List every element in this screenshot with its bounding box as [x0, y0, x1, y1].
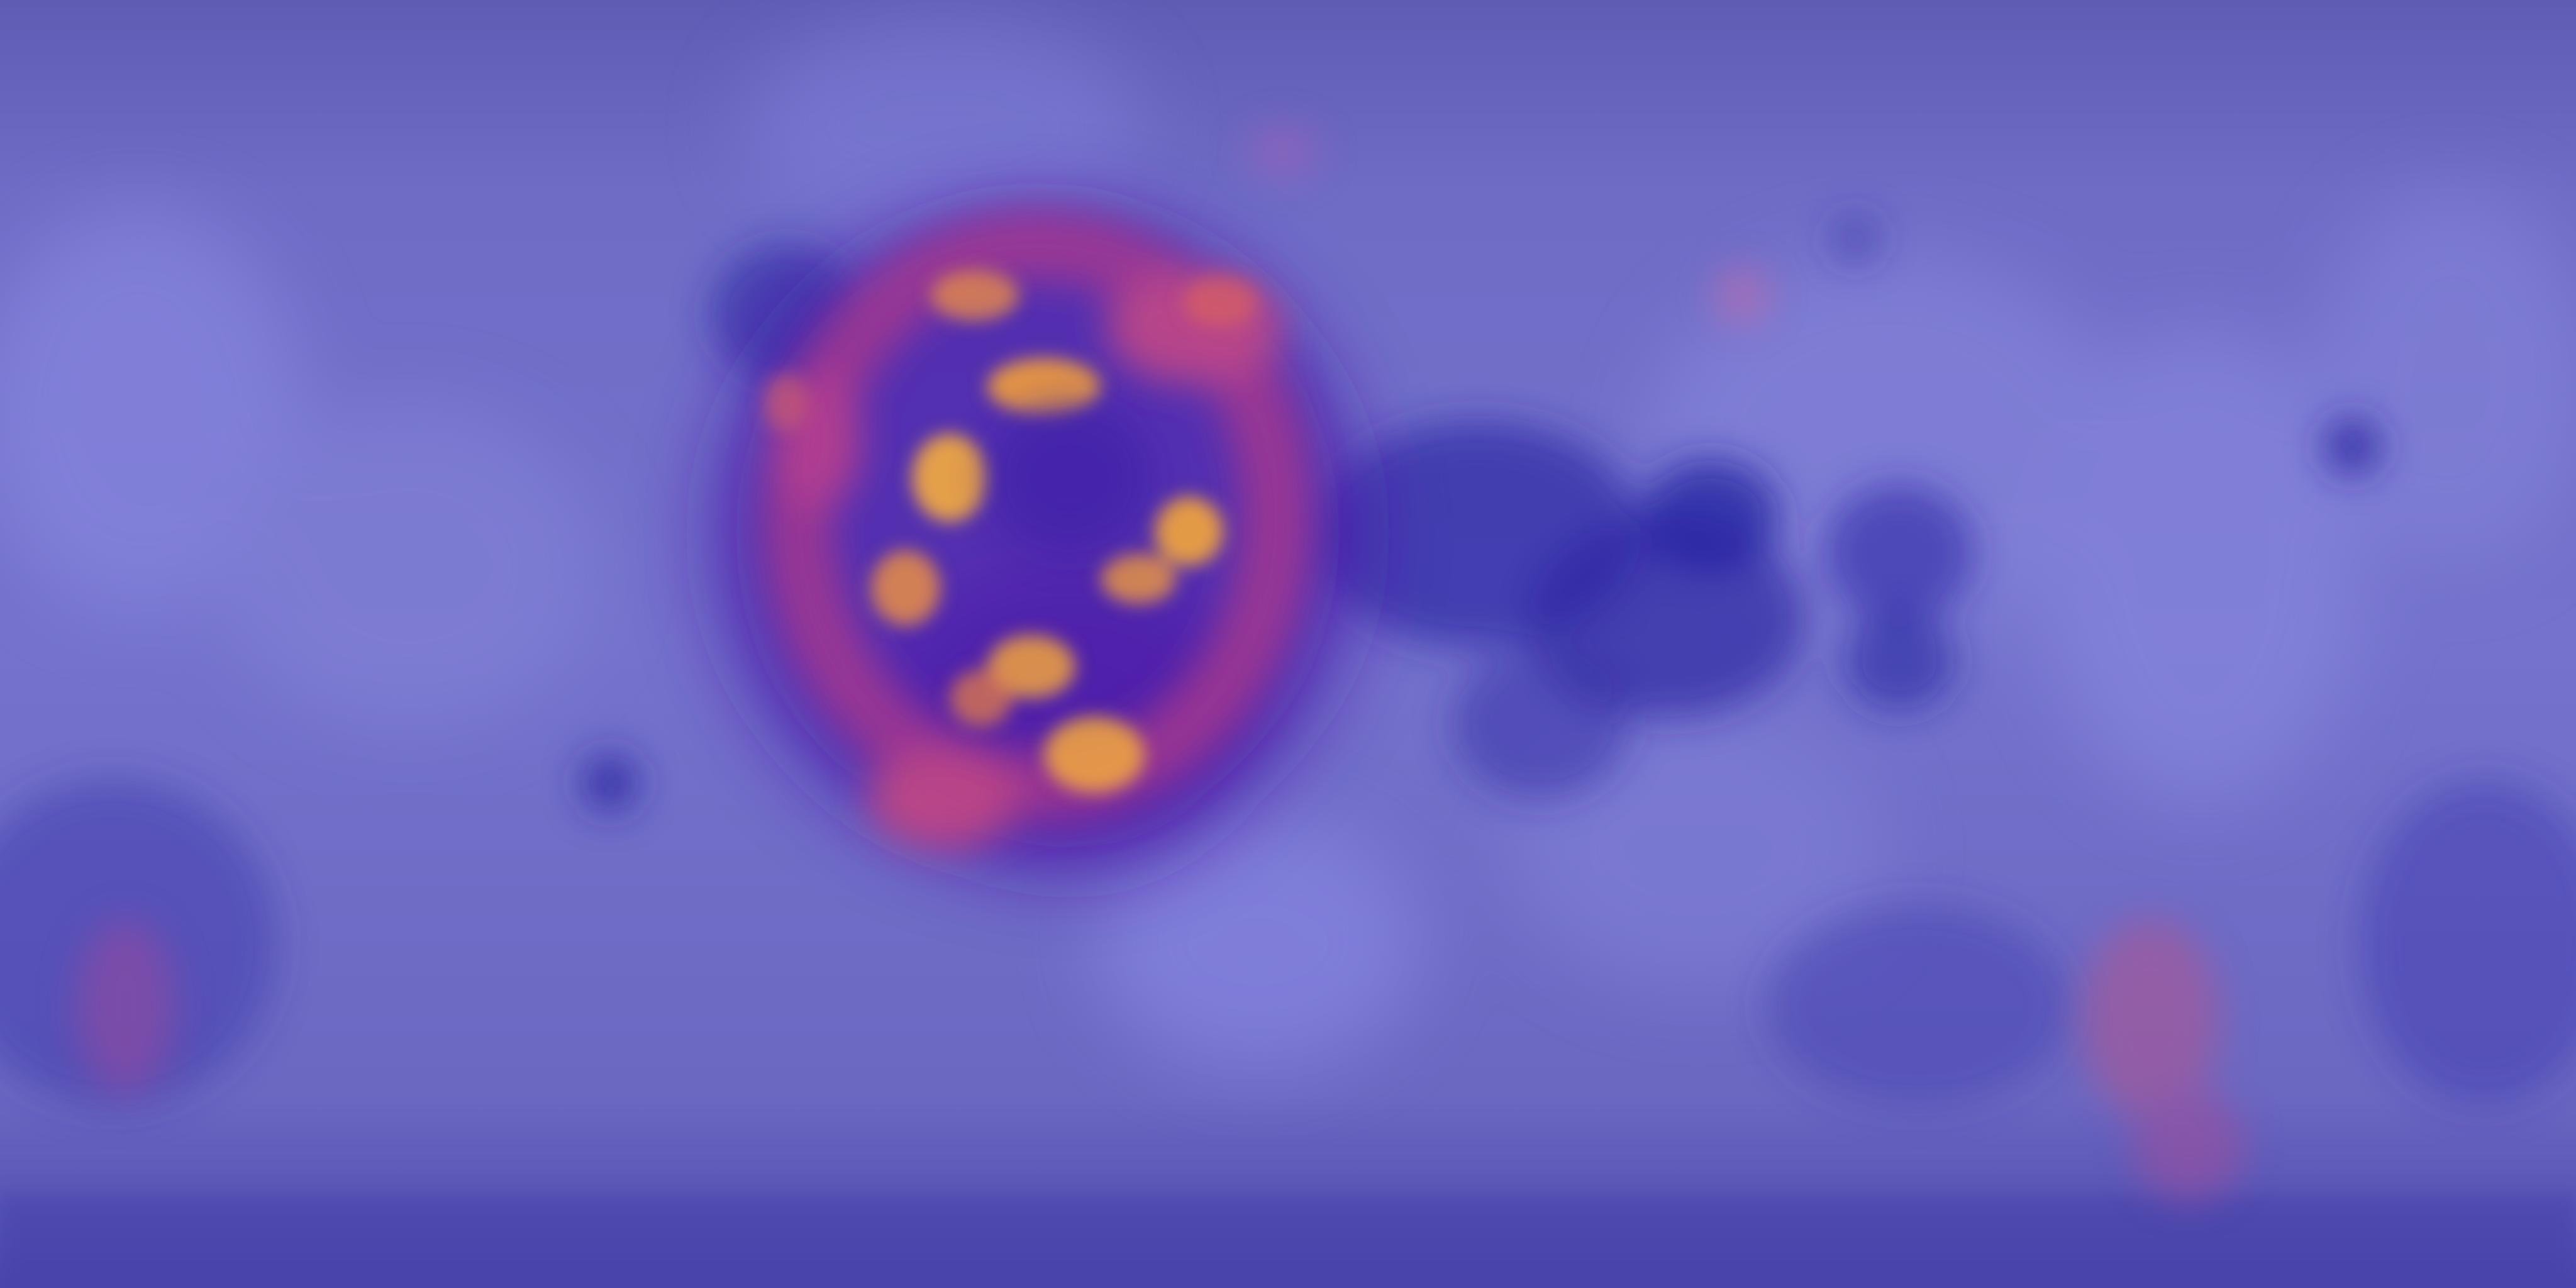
heatmap-secondary-spots: [75, 126, 2245, 1201]
highland-brightness-layer: [0, 13, 2576, 1069]
heatmap-hotspot-region: [711, 208, 1365, 874]
polar-shadow-band: [0, 1195, 2576, 1288]
maria-dark-layer: [0, 217, 2576, 1107]
